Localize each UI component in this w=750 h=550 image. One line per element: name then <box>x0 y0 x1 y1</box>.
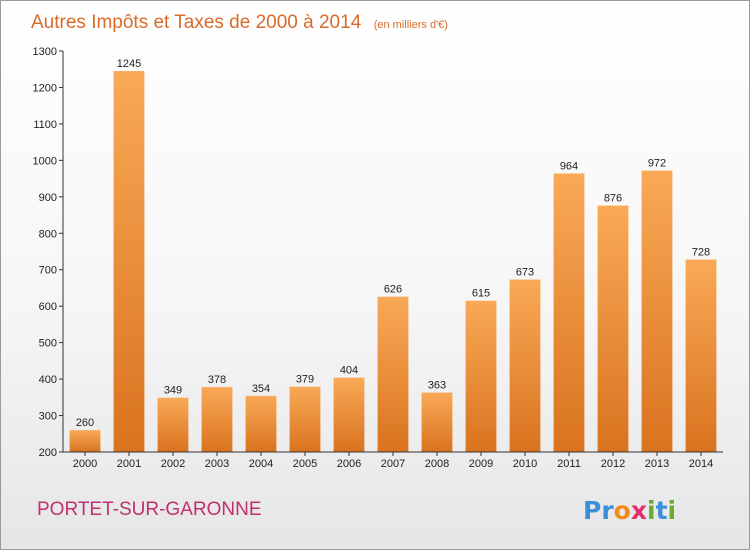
logo-letter: r <box>601 496 614 525</box>
bar-2000 <box>69 430 101 452</box>
bar-2012 <box>597 205 629 452</box>
value-label-2004: 354 <box>252 383 270 395</box>
x-tick-label-2013: 2013 <box>645 458 669 470</box>
x-tick-label-2000: 2000 <box>73 458 97 470</box>
y-tick-label: 400 <box>39 374 57 386</box>
x-tick-label-2006: 2006 <box>337 458 361 470</box>
value-label-2009: 615 <box>472 288 490 300</box>
proxiti-logo: Proxiti <box>583 496 676 525</box>
commune-name: PORTET-SUR-GARONNE <box>37 499 262 520</box>
bar-2009 <box>465 300 497 452</box>
x-axis: 2000 2001 2002 2003 2004 2005 2006 2007 2008 2009… <box>63 451 723 470</box>
bar-2011 <box>553 173 585 452</box>
x-tick-label-2005: 2005 <box>293 458 317 470</box>
x-tick-label-2011: 2011 <box>557 458 581 470</box>
value-label-2007: 626 <box>384 284 402 296</box>
chart-title-unit: (en milliers d'€) <box>374 19 448 31</box>
bar-2001 <box>113 71 145 453</box>
bar-2005 <box>289 386 321 452</box>
x-tick-label-2009: 2009 <box>469 458 493 470</box>
x-tick-label-2012: 2012 <box>601 458 625 470</box>
value-label-2010: 673 <box>516 267 534 279</box>
value-label-2013: 972 <box>648 158 666 170</box>
value-labels-group: 260 1245 349 378 354 379 404 626 363 615 673 964 876… <box>76 58 710 429</box>
logo-letter: i <box>668 496 677 525</box>
bar-2002 <box>157 397 189 452</box>
x-tick-label-2002: 2002 <box>161 458 185 470</box>
logo-letter: t <box>656 496 668 525</box>
value-label-2003: 378 <box>208 374 226 386</box>
y-tick-label: 900 <box>39 192 57 204</box>
x-tick-label-2014: 2014 <box>689 458 713 470</box>
y-tick-label: 700 <box>39 265 57 277</box>
bar-2004 <box>245 395 277 452</box>
bar-2008 <box>421 392 453 452</box>
bar-2003 <box>201 387 233 452</box>
y-tick-label: 1000 <box>33 155 57 167</box>
logo-letter: o <box>614 496 631 525</box>
x-tick-label-2004: 2004 <box>249 458 273 470</box>
value-label-2014: 728 <box>692 247 710 259</box>
value-label-2005: 379 <box>296 374 314 386</box>
x-tick-label-2007: 2007 <box>381 458 405 470</box>
bar-2006 <box>333 377 365 452</box>
logo-letter: P <box>583 496 601 525</box>
x-tick-label-2003: 2003 <box>205 458 229 470</box>
y-tick-label: 500 <box>39 338 57 350</box>
bar-2007 <box>377 296 409 452</box>
bar-2010 <box>509 279 541 452</box>
x-tick-label-2008: 2008 <box>425 458 449 470</box>
y-axis: 200 300 400 500 600 700 800 900 1000 1100 1200 1300 <box>33 46 64 459</box>
y-tick-label: 800 <box>39 228 57 240</box>
chart-title: Autres Impôts et Taxes de 2000 à 2014 (e… <box>31 12 448 33</box>
value-label-2002: 349 <box>164 385 182 397</box>
bars-group <box>69 71 717 453</box>
chart-title-main: Autres Impôts et Taxes de 2000 à 2014 <box>31 12 362 33</box>
y-tick-label: 1100 <box>33 119 57 131</box>
value-label-2000: 260 <box>76 417 94 429</box>
value-label-2001: 1245 <box>117 58 141 70</box>
x-tick-label-2010: 2010 <box>513 458 537 470</box>
value-label-2012: 876 <box>604 193 622 205</box>
y-tick-label: 600 <box>39 301 57 313</box>
logo-letter: x <box>631 496 647 525</box>
bar-2014 <box>685 259 717 452</box>
y-tick-label: 300 <box>39 411 57 423</box>
value-label-2006: 404 <box>340 365 358 377</box>
bar-2013 <box>641 170 673 452</box>
y-tick-label: 1200 <box>33 82 57 94</box>
y-tick-label: 1300 <box>33 46 57 58</box>
y-tick-label: 200 <box>39 447 57 459</box>
x-tick-label-2001: 2001 <box>117 458 141 470</box>
logo-letter: i <box>647 496 656 525</box>
value-label-2008: 363 <box>428 380 446 392</box>
value-label-2011: 964 <box>560 160 578 172</box>
